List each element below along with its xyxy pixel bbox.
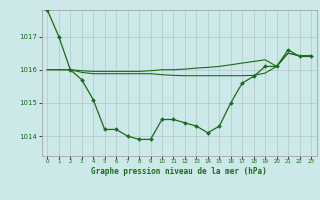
X-axis label: Graphe pression niveau de la mer (hPa): Graphe pression niveau de la mer (hPa): [91, 167, 267, 176]
